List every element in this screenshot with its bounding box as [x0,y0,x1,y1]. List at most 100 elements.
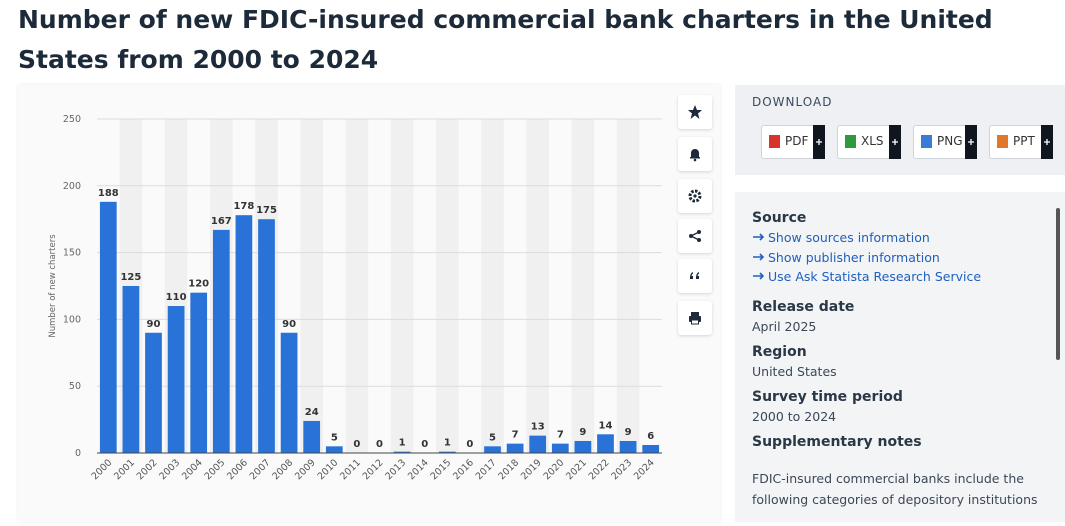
value-label: 178 [233,201,254,212]
x-tick-label: 2023 [609,457,634,482]
bar [574,440,592,453]
x-tick-label: 2021 [564,457,589,482]
bar [122,286,140,453]
x-tick-label: 2012 [361,457,386,482]
chart-card: 0 50 100 150 200 250 Number of new charters 188… [18,85,720,522]
notification-button[interactable] [678,137,712,171]
value-label: 188 [98,188,119,199]
bar [438,451,456,453]
value-label: 175 [256,205,277,216]
column-band [481,119,504,453]
download-panel: DOWNLOAD PDF XLS PNG PPT [735,85,1065,175]
x-tick-label: 2019 [519,457,544,482]
value-label: 13 [531,422,545,433]
field-value: April 2025 [752,318,817,334]
x-tick-label: 2013 [383,457,408,482]
bar [235,215,253,453]
value-label: 0 [421,439,428,450]
x-tick-label: 2006 [225,457,250,482]
x-tick-label: 2009 [293,457,318,482]
value-label: 6 [647,431,654,442]
source-link[interactable]: Use Ask Statista Research Service [752,269,1042,289]
x-tick-label: 2017 [474,457,499,482]
cite-button[interactable] [678,259,712,293]
source-link[interactable]: Show sources information [752,230,1042,250]
x-tick-label: 2015 [429,457,454,482]
bar [145,332,162,453]
format-label: PDF [785,134,809,148]
value-label: 1 [399,438,406,449]
value-label: 9 [579,427,586,438]
x-tick-label: 2014 [406,457,431,482]
x-tick-label: 2005 [203,457,228,482]
download-title: DOWNLOAD [752,95,833,109]
x-tick-label: 2002 [135,457,160,482]
scrollbar[interactable] [1056,208,1060,360]
download-button[interactable]: XLS [837,125,901,159]
plus-icon [889,125,901,159]
source-link[interactable]: Show publisher information [752,250,1042,270]
bar [597,434,614,453]
link-text: Show publisher information [768,249,940,265]
value-label: 167 [211,216,232,227]
format-label: PNG [937,134,963,148]
x-tick-label: 2024 [632,457,657,482]
y-tick-label: 50 [69,381,81,392]
x-tick-label: 2010 [316,457,341,482]
y-tick-label: 100 [63,314,81,325]
page-title: Number of new FDIC-insured commercial ba… [18,5,993,74]
bar [529,435,547,453]
download-button[interactable]: PNG [913,125,977,159]
x-tick-label: 2018 [496,457,521,482]
download-button[interactable]: PPT [989,125,1053,159]
arrow-icon [753,272,765,280]
file-icon [769,135,780,148]
value-label: 0 [353,439,360,450]
share-button[interactable] [678,219,712,253]
bar [280,332,298,453]
bar [167,306,185,453]
value-label: 24 [305,407,319,418]
value-label: 7 [557,430,564,441]
favorite-button[interactable] [678,95,712,129]
value-label: 90 [282,319,296,330]
value-label: 7 [512,430,519,441]
x-tick-label: 2011 [338,457,363,482]
x-tick-label: 2004 [180,457,205,482]
column-band [616,119,640,453]
link-text: Use Ask Statista Research Service [768,269,982,284]
value-label: 125 [120,272,141,283]
source-title: Source [752,210,807,226]
arrow-icon [753,233,765,241]
value-label: 5 [331,432,338,443]
y-tick-label: 150 [63,248,81,259]
format-label: XLS [861,134,884,148]
bar [484,446,501,453]
link-text: Show sources information [768,230,930,245]
field-value: United States [752,363,837,379]
settings-button[interactable] [678,179,712,213]
arrow-icon [753,252,765,261]
bar [303,420,321,453]
x-tick-label: 2007 [248,457,273,482]
bar [99,201,117,453]
x-tick-label: 2001 [112,457,137,482]
details-content: Source Show sources information Show publi… [752,210,1042,510]
download-button[interactable]: PDF [761,125,825,159]
y-tick-label: 0 [75,448,81,459]
value-label: 0 [376,439,383,450]
column-band [390,119,414,453]
bar [393,451,411,453]
value-label: 14 [599,420,613,431]
y-tick-label: 200 [63,181,81,192]
print-button[interactable] [678,301,712,335]
bar [212,229,230,453]
file-icon [997,135,1008,148]
y-axis-title: Number of new charters [48,234,58,338]
file-icon [845,135,856,148]
column-band [345,119,369,453]
plus-icon [965,125,977,159]
plus-icon [813,125,825,159]
field-label: Release date [752,298,855,315]
